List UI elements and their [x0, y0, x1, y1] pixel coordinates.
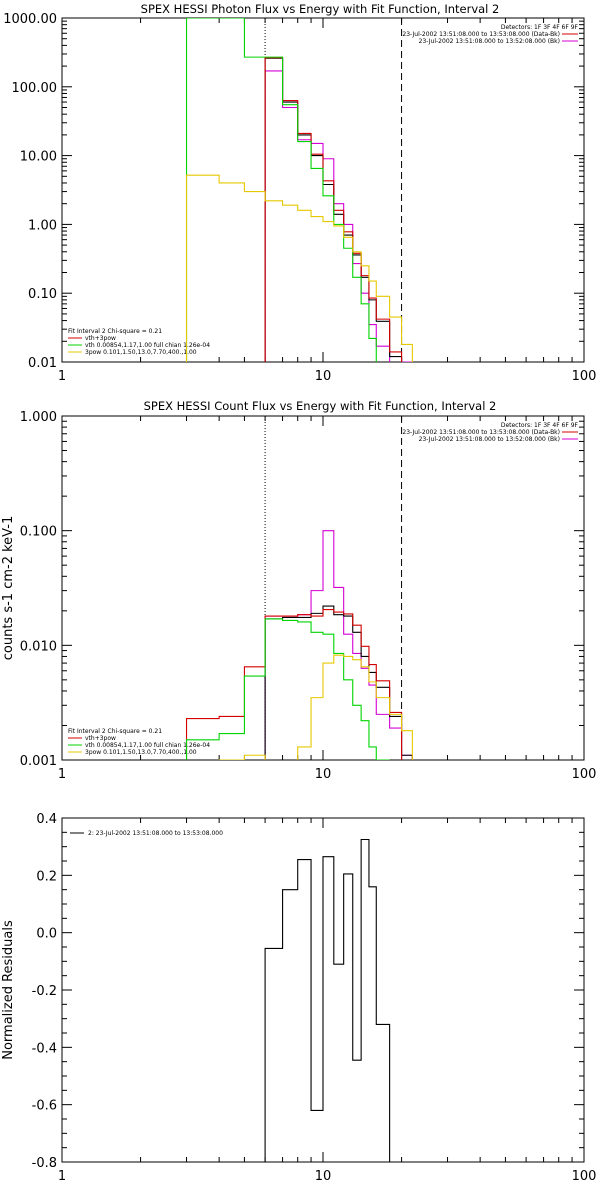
legend-bk: 23-Jul-2002 13:51:08.000 to 13:52:08.000… [419, 38, 560, 45]
residuals-ylabel: Normalized Residuals [1, 920, 16, 1060]
y-tick-label: 1.000 [20, 410, 57, 425]
residuals-legend: 2: 23-Jul-2002 13:51:08.000 to 13:53:08.… [70, 830, 223, 837]
y-tick-label: -0.8 [32, 1156, 57, 1171]
y-tick-label: 10.00 [20, 150, 57, 165]
fit-legend-3pow: 3pow 0.101,1.50,13.0,7.70,400.,1.00 [85, 749, 197, 756]
legend-detectors: Detectors: 1F 3F 4F 6F 9F [501, 24, 579, 31]
y-tick-label: -0.6 [32, 1099, 57, 1114]
x-tick-label: 1 [58, 369, 66, 384]
x-tick-label: 1 [58, 767, 66, 782]
residuals-panel: Normalized Residuals 2: 23-Jul-2002 13:5… [1, 812, 596, 1184]
series-yellow-line [185, 654, 413, 760]
legend-data-bk: 23-Jul-2002 13:51:08.000 to 13:53:08.000… [402, 429, 560, 436]
legend-bk: 23-Jul-2002 13:51:08.000 to 13:52:08.000… [419, 436, 560, 443]
x-tick-label: 100 [572, 767, 597, 782]
fit-legend-total: vth+3pow [85, 335, 116, 342]
legend-detectors: Detectors: 1F 3F 4F 6F 9F [501, 422, 579, 429]
y-tick-label: 0.01 [28, 356, 57, 371]
count-flux-fit-legend: Fit Interval 2 Chi-square = 0.21 vth+3po… [68, 728, 210, 756]
series-red-line [185, 609, 403, 760]
x-tick-label: 100 [572, 1169, 597, 1184]
fit-legend-vth: vth 0.00854,1.17,1.00 full chian 1.26e-0… [85, 742, 210, 749]
fit-legend-total: vth+3pow [85, 735, 116, 742]
photon-flux-panel: SPEX HESSI Photon Flux vs Energy with Fi… [3, 2, 596, 384]
x-tick-label: 10 [315, 369, 332, 384]
series-group [185, 530, 413, 760]
series-red-line [264, 57, 413, 362]
fit-legend-vth: vth 0.00854,1.17,1.00 full chian 1.26e-0… [85, 342, 210, 349]
legend-data-bk: 23-Jul-2002 13:51:08.000 to 13:53:08.000… [402, 31, 560, 38]
y-tick-label: -0.4 [32, 1041, 57, 1056]
count-flux-panel: SPEX HESSI Count Flux vs Energy with Fit… [1, 399, 596, 782]
y-tick-label: 0.10 [28, 287, 57, 302]
x-tick-label: 10 [315, 1169, 332, 1184]
series-black-line [264, 838, 402, 1162]
x-tick-label: 100 [572, 369, 597, 384]
count-flux-title: SPEX HESSI Count Flux vs Energy with Fit… [144, 399, 497, 413]
x-tick-label: 1 [58, 1169, 66, 1184]
series-yellow-line [185, 174, 413, 362]
y-tick-label: 0.0 [36, 927, 57, 942]
series-group [185, 18, 413, 362]
y-tick-label: 1000.00 [3, 12, 57, 27]
x-tick-label: 10 [315, 767, 332, 782]
count-flux-legend: Detectors: 1F 3F 4F 6F 9F 23-Jul-2002 13… [402, 422, 578, 443]
y-tick-label: -0.2 [32, 984, 57, 999]
y-tick-label: 0.001 [20, 754, 57, 769]
fit-legend-header: Fit Interval 2 Chi-square = 0.21 [68, 728, 162, 735]
series-green-line [185, 618, 390, 760]
residuals-legend-label: 2: 23-Jul-2002 13:51:08.000 to 13:53:08.… [88, 830, 223, 837]
fit-legend-header: Fit Interval 2 Chi-square = 0.21 [68, 328, 162, 335]
y-tick-label: 0.010 [20, 639, 57, 654]
photon-flux-fit-legend: Fit Interval 2 Chi-square = 0.21 vth+3po… [68, 328, 210, 356]
photon-flux-legend: Detectors: 1F 3F 4F 6F 9F 23-Jul-2002 13… [402, 24, 578, 45]
fit-legend-3pow: 3pow 0.101,1.50,13.0,7.70,400.,1.00 [85, 349, 197, 356]
y-tick-label: 0.100 [20, 525, 57, 540]
y-tick-label: 100.00 [12, 81, 58, 96]
series-group [264, 838, 402, 1162]
y-tick-label: 0.4 [36, 812, 57, 827]
photon-flux-title: SPEX HESSI Photon Flux vs Energy with Fi… [141, 2, 500, 16]
y-tick-label: 1.00 [28, 218, 57, 233]
series-black-line [264, 605, 413, 760]
count-flux-ylabel: counts s-1 cm-2 keV-1 [1, 516, 16, 661]
series-black-line [264, 57, 413, 362]
series-magenta-line [264, 530, 413, 760]
y-tick-label: 0.2 [36, 869, 57, 884]
series-green-line [185, 18, 391, 362]
series-magenta-line [264, 70, 413, 362]
